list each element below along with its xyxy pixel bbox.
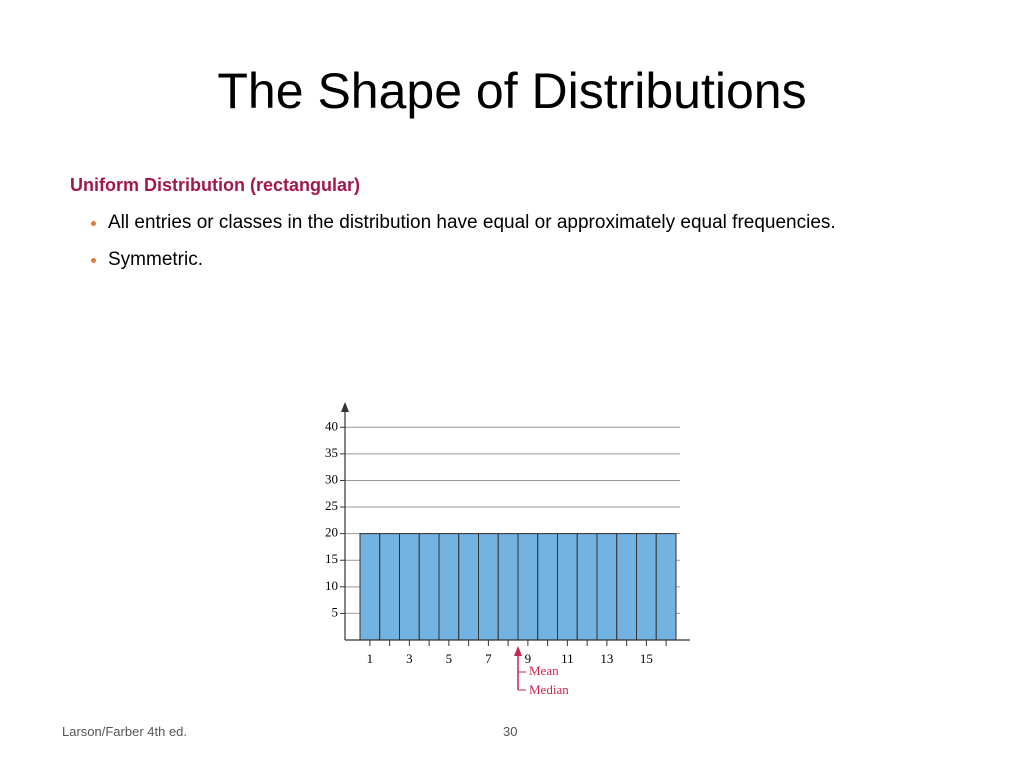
y-tick-label: 40	[325, 418, 338, 433]
x-tick-label: 1	[367, 651, 374, 666]
bar	[418, 533, 440, 641]
axis-arrow	[341, 402, 349, 412]
mean-arrowhead	[514, 646, 522, 656]
y-tick-label: 20	[325, 525, 338, 540]
x-tick-label: 5	[446, 651, 453, 666]
y-tick-label: 25	[325, 498, 338, 513]
x-tick-label: 9	[525, 651, 532, 666]
bar	[655, 533, 677, 641]
y-tick-label: 35	[325, 445, 338, 460]
y-tick-label: 10	[325, 578, 338, 593]
y-tick-label: 15	[325, 551, 338, 566]
x-tick-label: 11	[561, 651, 574, 666]
bar	[438, 533, 460, 641]
bar	[576, 533, 598, 641]
bar	[458, 533, 479, 641]
slide-title: The Shape of Distributions	[217, 63, 807, 119]
bar	[497, 533, 519, 641]
bar	[636, 533, 657, 641]
x-tick-label: 15	[640, 651, 653, 666]
bar	[359, 533, 381, 641]
page-number: 30	[503, 724, 518, 739]
x-tick-label: 3	[406, 651, 413, 666]
bar	[399, 533, 420, 641]
bar	[478, 533, 499, 641]
bullet-list: All entries or classes in the distributi…	[70, 208, 928, 282]
annotation: Mean	[529, 663, 559, 678]
x-tick-label: 13	[600, 651, 613, 666]
bullet: All entries or classes in the distributi…	[108, 208, 928, 237]
y-tick-label: 5	[332, 604, 339, 619]
bar	[379, 533, 400, 641]
bullet: Symmetric.	[108, 245, 928, 274]
y-tick-label: 30	[325, 471, 338, 486]
bar	[596, 533, 618, 641]
bar	[557, 533, 578, 641]
x-tick-label: 7	[485, 651, 492, 666]
bar	[517, 533, 539, 641]
heading: Uniform Distribution (rectangular)	[70, 175, 361, 195]
footer: Larson/Farber 4th ed.	[62, 724, 188, 739]
annotation: Median	[529, 682, 569, 697]
bar	[537, 533, 558, 641]
bar	[616, 533, 637, 641]
